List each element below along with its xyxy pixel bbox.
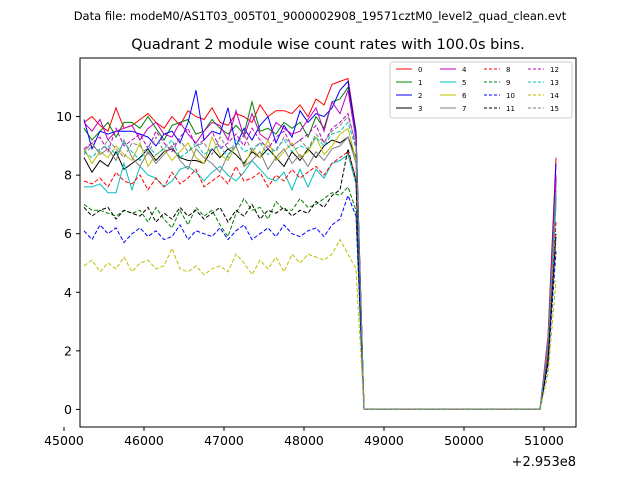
legend-label-12: 12 xyxy=(550,66,559,74)
series-lines xyxy=(83,77,557,410)
legend-label-1: 1 xyxy=(418,79,422,87)
legend-label-4: 4 xyxy=(462,66,467,74)
x-tick-label: 48000 xyxy=(284,433,324,448)
y-axis-ticks: 0 2 4 6 8 10 xyxy=(56,109,80,417)
legend-box xyxy=(389,61,573,119)
x-tick-label: 50000 xyxy=(444,433,484,448)
series-line-10 xyxy=(83,194,557,410)
series-line-15 xyxy=(83,115,557,410)
series-line-13 xyxy=(83,121,557,410)
y-tick-label: 8 xyxy=(64,168,72,183)
legend-label-5: 5 xyxy=(462,79,466,87)
series-line-3 xyxy=(83,136,557,410)
legend-label-2: 2 xyxy=(418,92,422,100)
series-line-1 xyxy=(83,86,557,410)
legend-label-8: 8 xyxy=(506,66,510,74)
series-line-14 xyxy=(83,238,557,410)
legend-label-6: 6 xyxy=(462,92,467,100)
legend-label-9: 9 xyxy=(506,79,510,87)
y-tick-label: 4 xyxy=(64,285,72,300)
x-axis-ticks: 45000 46000 47000 48000 49000 50000 51000 xyxy=(44,427,564,448)
legend-label-0: 0 xyxy=(418,66,422,74)
series-line-5 xyxy=(84,153,557,410)
x-tick-label: 51000 xyxy=(524,433,564,448)
chart-title: Quadrant 2 module wise count rates with … xyxy=(131,37,525,53)
data-file-label: Data file: modeM0/AS1T03_005T01_90000029… xyxy=(74,9,567,23)
y-tick-label: 10 xyxy=(56,109,72,124)
series-line-11 xyxy=(83,148,557,410)
series-line-2 xyxy=(83,80,557,410)
series-line-12 xyxy=(83,112,557,410)
legend-label-15: 15 xyxy=(550,105,559,113)
series-line-9 xyxy=(83,185,557,410)
y-tick-label: 2 xyxy=(64,343,72,358)
x-tick-label: 47000 xyxy=(204,433,244,448)
y-tick-label: 6 xyxy=(64,226,72,241)
x-tick-label: 46000 xyxy=(124,433,164,448)
series-line-0 xyxy=(83,77,557,410)
plot-frame xyxy=(79,57,577,428)
series-line-8 xyxy=(83,150,557,410)
x-tick-label: 49000 xyxy=(364,433,404,448)
series-line-4 xyxy=(83,90,557,410)
legend-label-3: 3 xyxy=(418,105,422,113)
x-tick-label: 45000 xyxy=(44,433,84,448)
legend-label-10: 10 xyxy=(506,92,515,100)
y-tick-label: 0 xyxy=(64,402,72,417)
legend-label-14: 14 xyxy=(550,92,559,100)
legend-label-7: 7 xyxy=(462,105,466,113)
x-offset-label: +2.953e8 xyxy=(512,455,576,470)
legend-label-11: 11 xyxy=(506,105,515,113)
legend-label-13: 13 xyxy=(550,79,559,87)
